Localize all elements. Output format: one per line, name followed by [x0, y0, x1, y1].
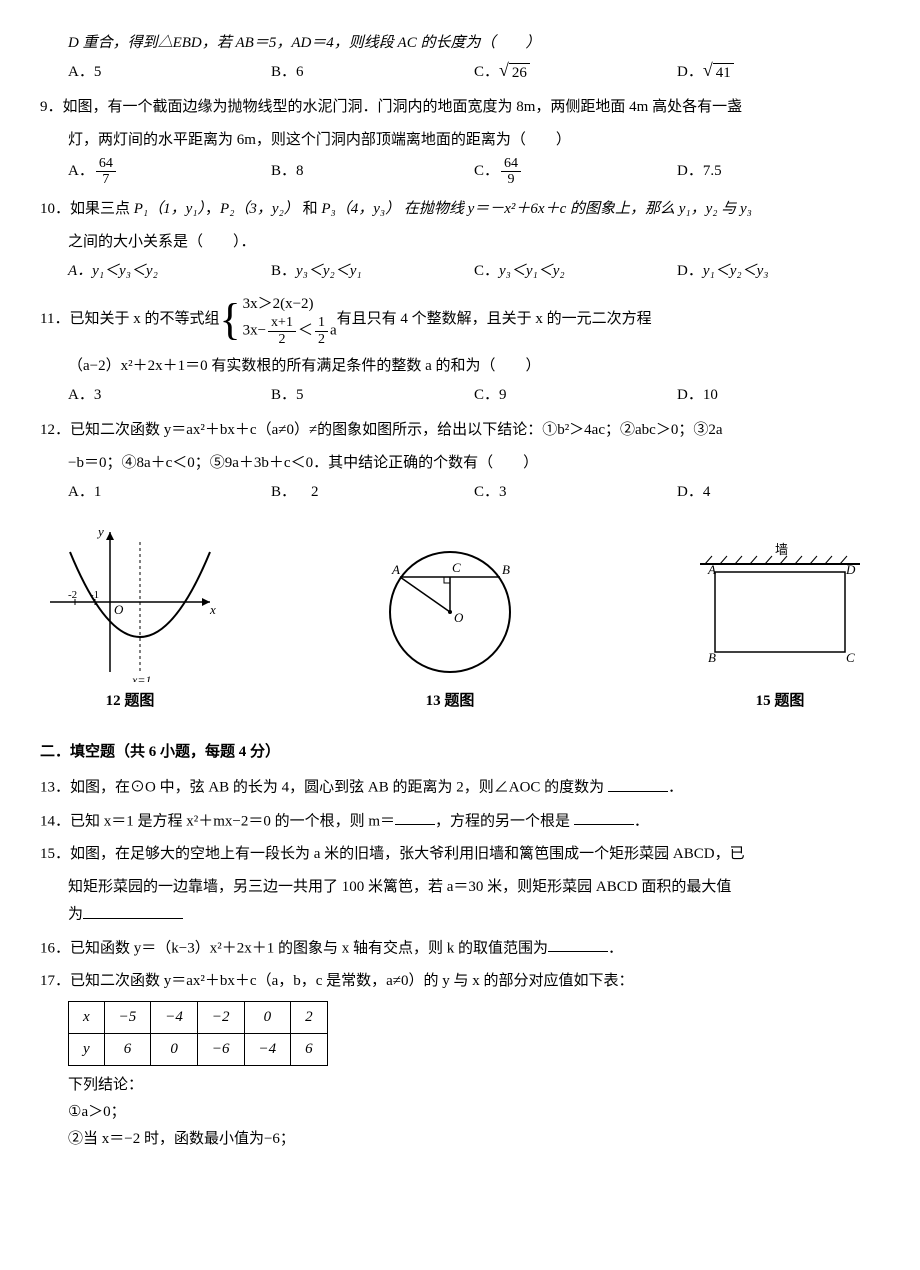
q13: 13．如图，在⊙O 中，弦 AB 的长为 4，圆心到弦 AB 的距离为 2，则∠… [40, 774, 880, 802]
q8-opt-c: C．√26 [474, 59, 677, 86]
section2-head: 二．填空题（共 6 小题，每题 4 分） [40, 739, 880, 766]
q10-options: A．y₁＜y₃＜y₂ B．y₃＜y₂＜y₁ C．y₃＜y₁＜y₂ D．y₁＜y₂… [40, 258, 880, 285]
q11-opt-a: A．3 [68, 382, 271, 409]
q10-opt-b: B．y₃＜y₂＜y₁ [271, 258, 474, 285]
q12-line1: 12．已知二次函数 y＝ax²＋bx＋c（a≠0）≠的图象如图所示，给出以下结论… [40, 417, 880, 444]
q16-blank[interactable] [548, 935, 608, 953]
q12-opt-b: B． 2 [271, 479, 474, 506]
svg-text:O: O [114, 602, 124, 617]
q13-blank[interactable] [608, 774, 668, 792]
svg-text:x=1: x=1 [131, 673, 151, 682]
q11-opt-b: B．5 [271, 382, 474, 409]
q11-options: A．3 B．5 C．9 D．10 [40, 382, 880, 409]
q12-options: A．1 B． 2 C．3 D．4 [40, 479, 880, 506]
q15-blank[interactable] [83, 901, 183, 919]
q10-opt-d: D．y₁＜y₂＜y₃ [677, 258, 880, 285]
q8-opt-a: A．5 [68, 59, 271, 86]
q17-table: x −5−4 −20 2 y 60 −6−4 6 [68, 1001, 328, 1066]
svg-text:-2: -2 [68, 589, 77, 601]
svg-text:x: x [209, 602, 216, 617]
q14-blank2[interactable] [574, 808, 634, 826]
q17-sub3: ②当 x＝−2 时，函数最小值为−6； [40, 1126, 880, 1153]
svg-text:y: y [96, 524, 104, 539]
q12-opt-d: D．4 [677, 479, 880, 506]
svg-text:C: C [846, 650, 855, 665]
q12-opt-c: C．3 [474, 479, 677, 506]
q9-opt-d: D．7.5 [677, 156, 880, 188]
q10-opt-a: A．y₁＜y₃＜y₂ [68, 258, 271, 285]
svg-text:B: B [708, 650, 716, 665]
q9-line1: 9．如图，有一个截面边缘为抛物线型的水泥门洞．门洞内的地面宽度为 8m，两侧距地… [40, 94, 880, 121]
q11-brace: { 3x＞2(x−2) 3x−x+12＜12a [219, 293, 336, 347]
q17-stem: 17．已知二次函数 y＝ax²＋bx＋c（a，b，c 是常数，a≠0）的 y 与… [40, 968, 880, 995]
q11-line2: （a−2）x²＋2x＋1＝0 有实数根的所有满足条件的整数 a 的和为（ ） [40, 353, 880, 380]
q10-opt-c: C．y₃＜y₁＜y₂ [474, 258, 677, 285]
svg-text:B: B [502, 562, 510, 577]
svg-text:A: A [707, 562, 716, 577]
svg-text:C: C [452, 560, 461, 575]
q17-sub1: 下列结论： [40, 1072, 880, 1099]
q9-opt-a: A．647 [68, 156, 271, 188]
svg-text:D: D [845, 562, 856, 577]
fig12: x y O x=1 -2 -1 12 题图 [40, 522, 220, 715]
q10-line2: 之间的大小关系是（ ）． [40, 229, 880, 256]
fig13: A B C O 13 题图 [360, 532, 540, 715]
q10-line1: 10．如果三点 P₁（1，y₁），P₂（3，y₂） 和 P₃（4，y₃） 在抛物… [40, 196, 880, 223]
q11-opt-d: D．10 [677, 382, 880, 409]
q12-line2: −b＝0；④8a＋c＜0；⑤9a＋3b＋c＜0．其中结论正确的个数有（ ） [40, 450, 880, 477]
q16: 16．已知函数 y＝（k−3）x²＋2x＋1 的图象与 x 轴有交点，则 k 的… [40, 935, 880, 963]
q9-opt-c: C．649 [474, 156, 677, 188]
q15-l3: 为 [40, 901, 880, 929]
q17-sub2: ①a＞0； [40, 1099, 880, 1126]
svg-text:O: O [454, 610, 464, 625]
q11-ineq2: 3x−x+12＜12a [243, 315, 337, 347]
fig15: 墙 A D B C 15 题图 [680, 542, 880, 715]
q9-line2: 灯，两灯间的水平距离为 6m，则这个门洞内部顶端离地面的距离为（ ） [40, 127, 880, 154]
q9-options: A．647 B．8 C．649 D．7.5 [40, 156, 880, 188]
q11-opt-c: C．9 [474, 382, 677, 409]
q8-text: D 重合，得到△EBD，若 AB＝5，AD＝4，则线段 AC 的长度为（ ） [68, 35, 540, 51]
q8-options: A．5 B．6 C．√26 D．√41 [40, 59, 880, 86]
svg-text:墙: 墙 [775, 542, 788, 557]
fig12-caption: 12 题图 [106, 688, 155, 715]
svg-text:A: A [391, 562, 400, 577]
q11-ineq1: 3x＞2(x−2) [243, 293, 337, 316]
q8-stem-cont: D 重合，得到△EBD，若 AB＝5，AD＝4，则线段 AC 的长度为（ ） [40, 30, 880, 57]
q8-opt-b: B．6 [271, 59, 474, 86]
q14: 14．已知 x＝1 是方程 x²＋mx−2＝0 的一个根，则 m＝，方程的另一个… [40, 808, 880, 836]
fig15-caption: 15 题图 [756, 688, 805, 715]
q15-l2: 知矩形菜园的一边靠墙，另三边一共用了 100 米篱笆，若 a＝30 米，则矩形菜… [40, 874, 880, 901]
q15-l1: 15．如图，在足够大的空地上有一段长为 a 米的旧墙，张大爷利用旧墙和篱笆围成一… [40, 841, 880, 868]
figures-row: x y O x=1 -2 -1 12 题图 A B C O 13 题图 [40, 522, 880, 715]
q12-opt-a: A．1 [68, 479, 271, 506]
fig13-caption: 13 题图 [426, 688, 475, 715]
q11-line1: 11．已知关于 x 的不等式组 { 3x＞2(x−2) 3x−x+12＜12a … [40, 293, 880, 347]
q8-opt-d: D．√41 [677, 59, 880, 86]
q14-blank1[interactable] [395, 808, 435, 826]
q9-opt-b: B．8 [271, 156, 474, 188]
